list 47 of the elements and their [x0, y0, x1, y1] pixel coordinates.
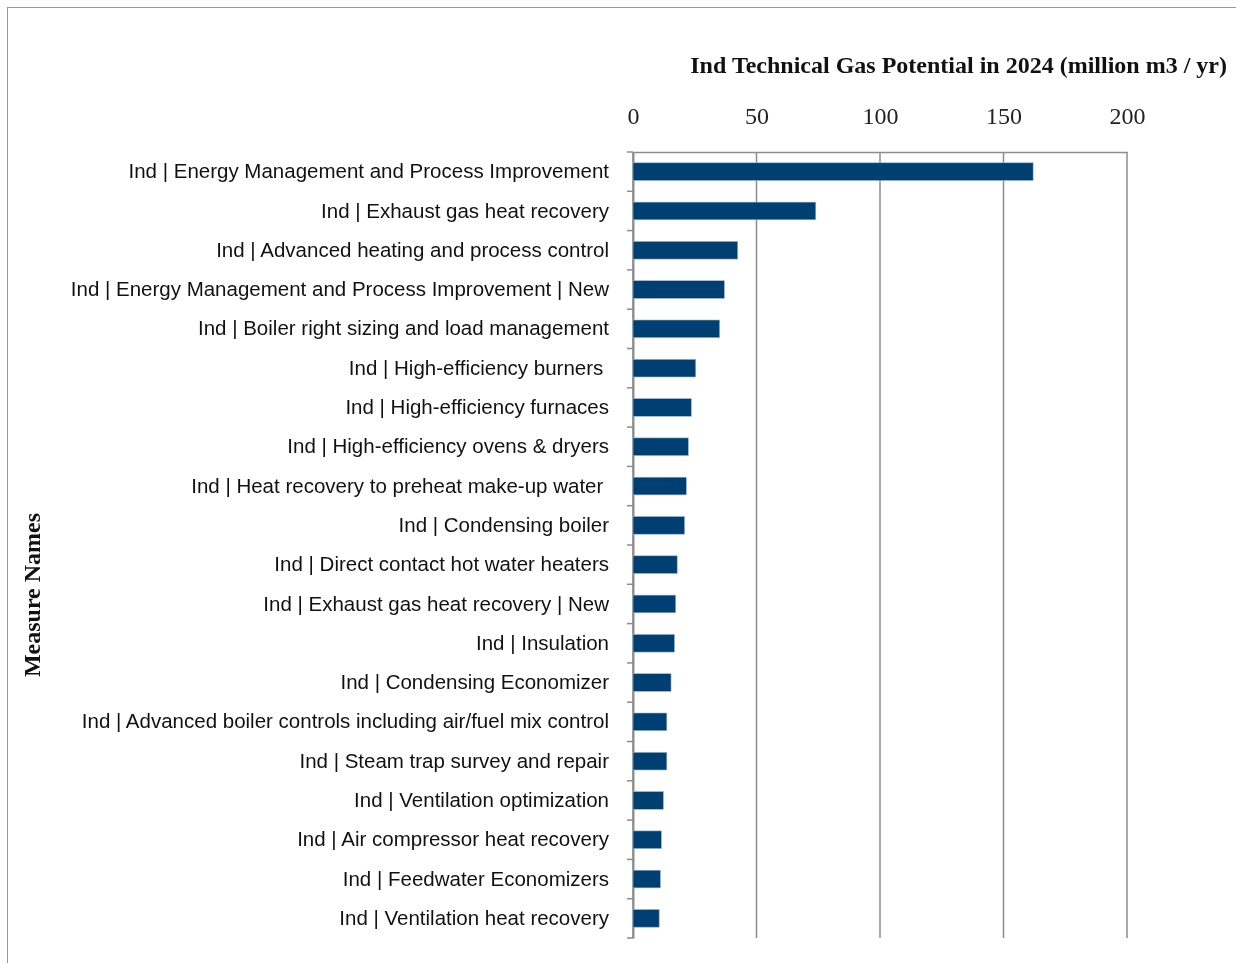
y-tick-label: Ind | Condensing boiler	[398, 512, 610, 536]
y-tick-label: Ind | Direct contact hot water heaters	[274, 552, 609, 576]
y-tick-label: Ind | Steam trap survey and repair	[299, 748, 610, 772]
x-tick-label: 100	[862, 103, 899, 129]
bar	[632, 241, 739, 260]
y-tick-label: Ind | Air compressor heat recovery	[297, 827, 610, 851]
y-tick-label: Ind | Heat recovery to preheat make-up water	[191, 473, 609, 497]
bar	[632, 673, 672, 692]
bar	[632, 516, 685, 535]
y-tick-label: Ind | High-efficiency burners	[348, 355, 609, 379]
bar	[632, 712, 668, 731]
bar	[632, 319, 720, 338]
bar	[632, 634, 675, 653]
y-tick-label: Ind | Insulation	[476, 630, 609, 654]
bar	[632, 594, 677, 614]
y-tick-label: Ind | Advanced heating and process control	[216, 237, 609, 261]
y-tick-label: Ind | Exhaust gas heat recovery | New	[263, 591, 610, 615]
bar	[632, 280, 725, 299]
bar	[632, 752, 668, 771]
y-tick-label: Ind | Condensing Economizer	[340, 670, 610, 694]
y-tick-label: Ind | High-efficiency furnaces	[345, 395, 609, 419]
bar	[632, 791, 664, 810]
y-tick-label: Ind | Boiler right sizing and load management	[197, 316, 610, 340]
bar	[632, 398, 692, 417]
bar	[632, 437, 689, 456]
bar	[632, 201, 817, 221]
x-tick-label: 0	[627, 103, 640, 129]
bar	[632, 830, 662, 849]
x-tick-label: 50	[745, 103, 769, 129]
y-tick-label: Ind | Energy Management and Process Improvement | New	[70, 277, 610, 301]
y-axis-title: Measure Names	[19, 512, 45, 678]
y-tick-label: Ind | Exhaust gas heat recovery	[321, 198, 610, 222]
bar	[632, 359, 697, 378]
bar	[632, 869, 661, 889]
y-tick-label: Ind | Ventilation heat recovery	[339, 905, 610, 929]
bar	[632, 909, 660, 928]
y-tick-label: Ind | Energy Management and Process Improvement	[128, 159, 610, 183]
y-tick-label: Ind | Advanced boiler controls including air/fuel mix control	[81, 709, 609, 733]
x-tick-label: 200	[1109, 103, 1146, 129]
bar	[632, 162, 1034, 181]
y-tick-label: Ind | High-efficiency ovens & dryers	[287, 434, 609, 458]
bar	[632, 555, 678, 574]
bar	[632, 476, 687, 496]
y-tick-label: Ind | Feedwater Economizers	[342, 866, 609, 890]
chart-title: Ind Technical Gas Potential in 2024 (million m3 / yr)	[690, 52, 1227, 78]
x-tick-label: 150	[986, 103, 1022, 129]
y-tick-label: Ind | Ventilation optimization	[354, 788, 609, 812]
